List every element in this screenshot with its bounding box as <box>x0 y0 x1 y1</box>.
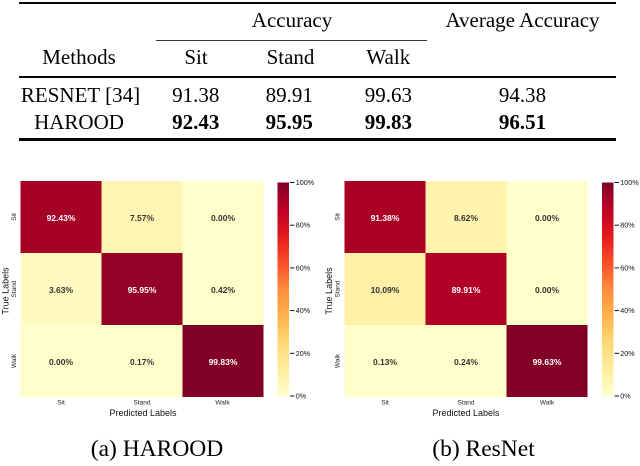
svg-text:7.57%: 7.57% <box>130 213 155 223</box>
svg-text:Sit: Sit <box>57 400 65 407</box>
svg-text:Walk: Walk <box>215 400 230 407</box>
svg-text:99.63%: 99.63% <box>533 357 562 367</box>
svg-text:True Labels: True Labels <box>0 267 10 315</box>
svg-text:0.00%: 0.00% <box>49 357 74 367</box>
svg-text:60%: 60% <box>620 263 635 272</box>
svg-text:True Labels: True Labels <box>324 267 334 315</box>
svg-text:89.91%: 89.91% <box>452 285 481 295</box>
svg-text:80%: 80% <box>296 221 311 230</box>
svg-text:8.62%: 8.62% <box>454 213 479 223</box>
svg-text:Predicted Labels: Predicted Labels <box>432 408 500 418</box>
svg-text:0.24%: 0.24% <box>454 357 479 367</box>
svg-text:0.00%: 0.00% <box>535 285 560 295</box>
svg-text:0.17%: 0.17% <box>130 357 155 367</box>
svg-text:0.00%: 0.00% <box>211 213 236 223</box>
svg-text:Walk: Walk <box>540 400 555 407</box>
svg-text:0.13%: 0.13% <box>373 357 398 367</box>
svg-text:Stand: Stand <box>335 280 342 297</box>
svg-text:100%: 100% <box>620 178 639 187</box>
svg-text:Stand: Stand <box>134 400 151 407</box>
svg-text:10.09%: 10.09% <box>371 285 400 295</box>
svg-text:Stand: Stand <box>11 280 18 297</box>
svg-text:20%: 20% <box>296 349 311 358</box>
svg-text:Sit: Sit <box>381 400 389 407</box>
svg-text:60%: 60% <box>296 263 311 272</box>
svg-text:0.00%: 0.00% <box>535 213 560 223</box>
svg-text:95.95%: 95.95% <box>128 285 157 295</box>
svg-text:80%: 80% <box>620 221 635 230</box>
svg-text:3.63%: 3.63% <box>49 285 74 295</box>
svg-text:Walk: Walk <box>335 353 342 368</box>
svg-text:99.83%: 99.83% <box>209 357 238 367</box>
svg-text:Sit: Sit <box>11 213 18 221</box>
svg-text:Stand: Stand <box>458 400 475 407</box>
svg-text:92.43%: 92.43% <box>47 213 76 223</box>
svg-text:100%: 100% <box>296 178 315 187</box>
svg-text:0%: 0% <box>296 392 307 401</box>
svg-text:0%: 0% <box>620 392 631 401</box>
svg-text:40%: 40% <box>296 306 311 315</box>
svg-text:0.42%: 0.42% <box>211 285 236 295</box>
svg-text:Predicted Labels: Predicted Labels <box>109 408 177 418</box>
svg-text:40%: 40% <box>620 306 635 315</box>
svg-text:20%: 20% <box>620 349 635 358</box>
svg-text:91.38%: 91.38% <box>371 213 400 223</box>
svg-text:Walk: Walk <box>11 353 18 368</box>
svg-text:Sit: Sit <box>335 213 342 221</box>
